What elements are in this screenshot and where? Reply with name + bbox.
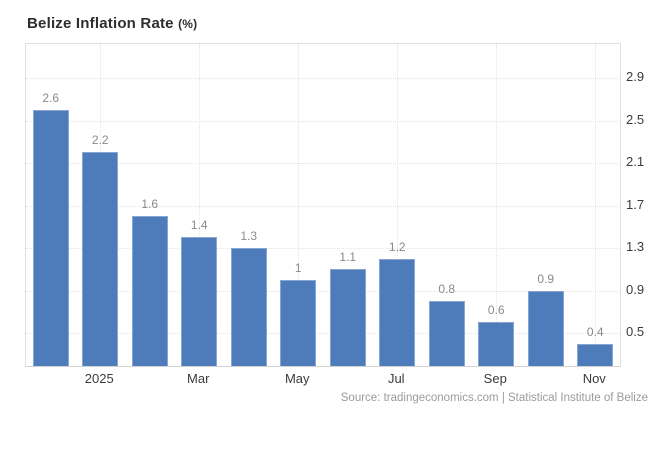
- x-axis-tick-label: Jul: [387, 371, 405, 386]
- chart-title-unit: (%): [178, 17, 198, 31]
- bar-value-label: 0.4: [586, 324, 604, 339]
- bar-value-label: 0.6: [487, 303, 505, 318]
- y-axis-tick-label: 0.9: [626, 281, 645, 297]
- chart-title: Belize Inflation Rate (%): [27, 15, 197, 32]
- chart-title-text: Belize Inflation Rate: [27, 15, 174, 32]
- y-axis-tick-label: 0.5: [626, 324, 645, 340]
- bar-value-label: 1.6: [141, 197, 159, 212]
- y-axis-tick-label: 1.3: [626, 239, 645, 255]
- gridline-x-Mar: [199, 44, 201, 366]
- bar-1.6[interactable]: [131, 216, 168, 366]
- gridline-y-0.9: [26, 290, 620, 292]
- bar-value-label: 0.8: [438, 282, 456, 297]
- y-axis-tick-label: 2.1: [626, 154, 645, 170]
- bar-0.8[interactable]: [428, 301, 465, 366]
- bar-1.2[interactable]: [379, 258, 416, 366]
- gridline-y-2.1: [26, 163, 620, 165]
- gridline-y-1.7: [26, 205, 620, 207]
- bar-value-label: 1.4: [190, 218, 208, 233]
- bar-value-label: 1: [294, 260, 302, 275]
- gridline-y-0.5: [26, 333, 620, 335]
- gridline-y-1.3: [26, 248, 620, 250]
- x-axis-tick-label: Nov: [582, 371, 606, 386]
- gridline-x-Jul: [397, 44, 399, 366]
- y-axis-tick-label: 2.9: [626, 69, 645, 84]
- bar-0.4[interactable]: [577, 343, 614, 366]
- bar-1[interactable]: [280, 279, 317, 366]
- gridline-x-Nov: [595, 44, 597, 366]
- x-axis-tick-label: May: [284, 371, 310, 386]
- bar-value-label: 1.2: [388, 239, 406, 254]
- bar-2.6[interactable]: [32, 109, 69, 366]
- bar-1.3[interactable]: [230, 248, 267, 366]
- gridline-x-Sep: [496, 44, 498, 366]
- x-axis-tick-label: Sep: [483, 371, 507, 386]
- bar-value-label: 1.1: [339, 250, 357, 265]
- bar-value-label: 2.6: [42, 90, 60, 105]
- bar-value-label: 1.3: [240, 229, 258, 244]
- gridline-y-2.5: [26, 120, 620, 122]
- bar-0.6[interactable]: [478, 322, 515, 366]
- y-axis-tick-label: 1.7: [626, 196, 645, 212]
- gridline-y-2.9: [26, 78, 620, 79]
- bar-2.2[interactable]: [82, 152, 119, 366]
- bar-0.9[interactable]: [527, 290, 564, 366]
- x-axis-tick-label: 2025: [84, 371, 114, 386]
- gridline-x-May: [298, 44, 300, 366]
- source-attribution: Source: tradingeconomics.com | Statistic…: [340, 392, 648, 404]
- bar-1.1[interactable]: [329, 269, 366, 366]
- plot-area: 2.6 2.2 1.6 1.4 1.3 1 1.1 1.2 0.8 0.6 0.9 0.4: [25, 43, 621, 367]
- x-axis-tick-label: Mar: [187, 371, 210, 386]
- bar-value-label: 0.9: [537, 271, 555, 286]
- bar-1.4[interactable]: [181, 237, 218, 366]
- y-axis-tick-label: 2.5: [626, 111, 645, 127]
- bar-value-label: 2.2: [91, 133, 109, 148]
